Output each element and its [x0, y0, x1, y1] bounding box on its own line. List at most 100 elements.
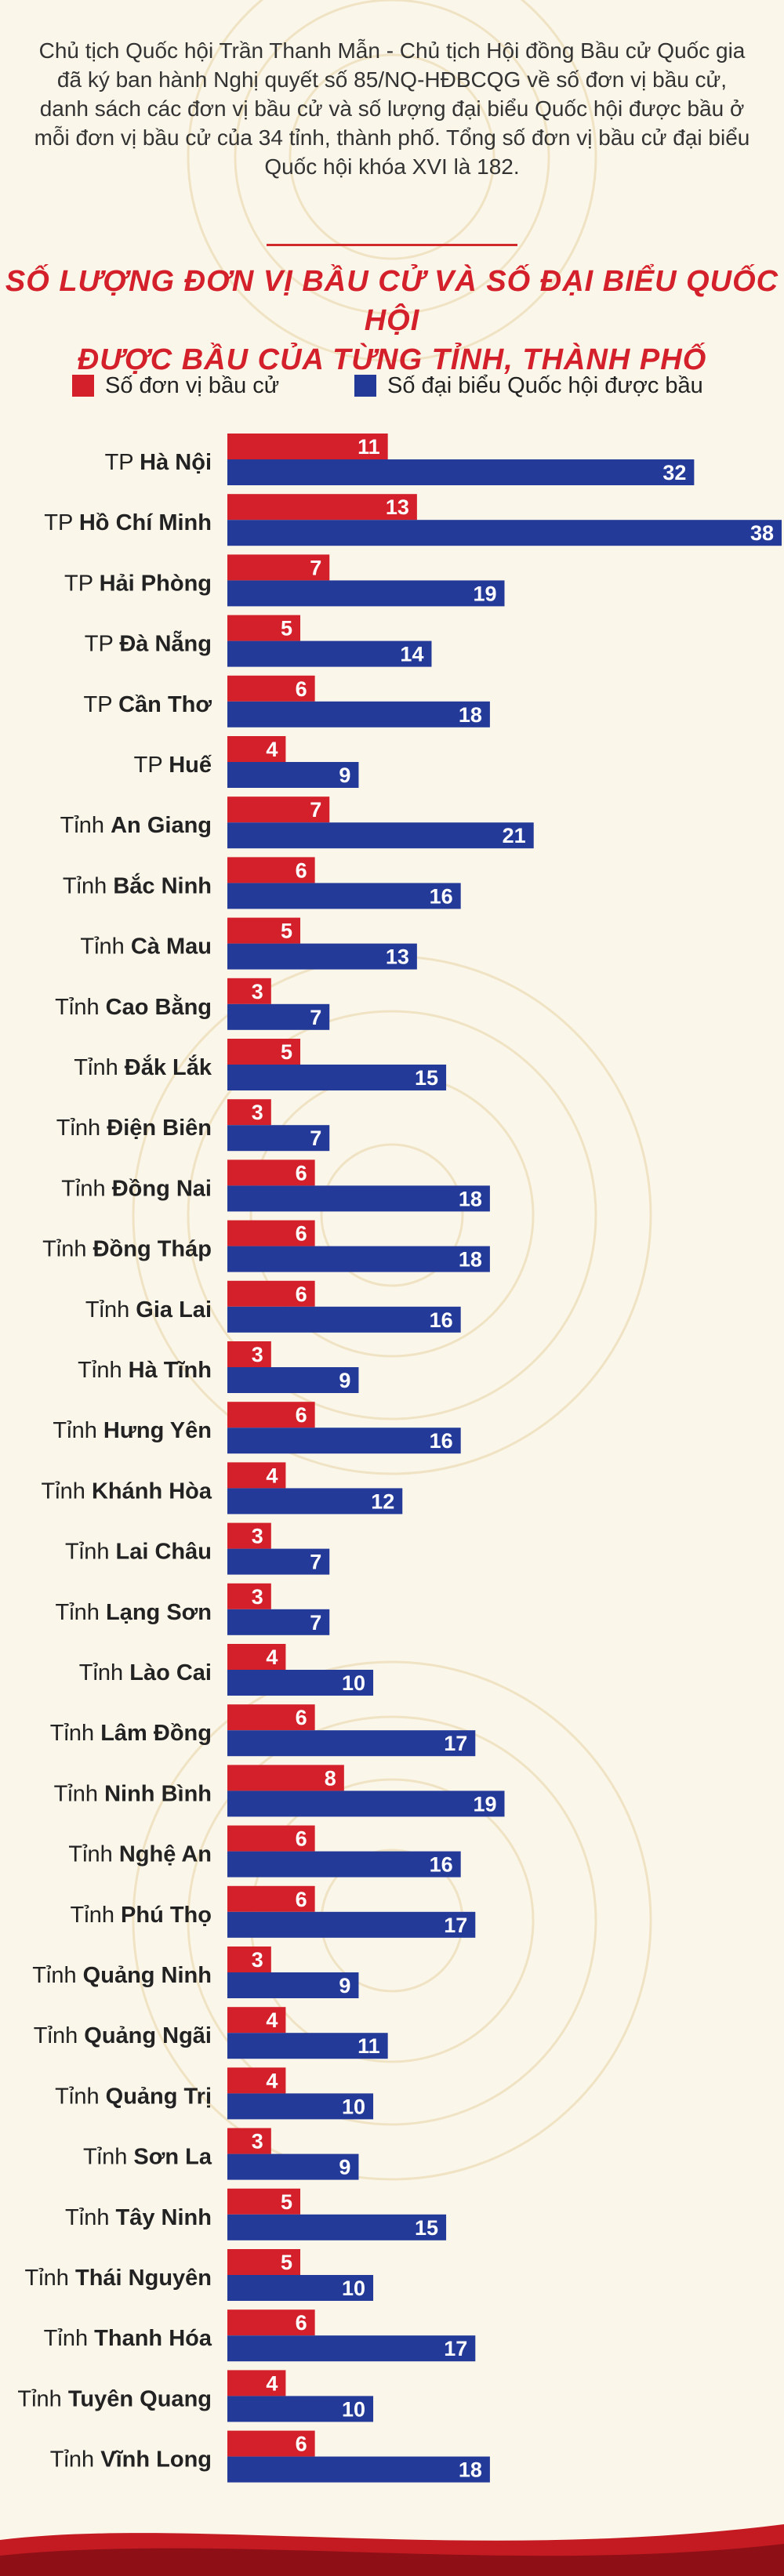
bar-delegates	[227, 1851, 461, 1878]
bar-units	[227, 615, 301, 641]
category-name: An Giang	[111, 813, 212, 838]
category-label: TP Đà Nẵng	[85, 630, 212, 657]
category-name: Cần Thơ	[118, 692, 212, 717]
bar-units	[227, 1220, 315, 1246]
bar-delegates-label: 9	[339, 1974, 350, 1997]
bar-delegates	[227, 1791, 505, 1817]
bar-delegates	[227, 1488, 403, 1515]
chart-title-line2: ĐƯỢC BẦU CỦA TỪNG TỈNH, THÀNH PHỐ	[77, 343, 707, 376]
category-name: Tây Ninh	[116, 2205, 212, 2230]
category-prefix: Tỉnh	[56, 1600, 106, 1625]
category-name: Hà Nội	[140, 450, 212, 475]
bar-delegates	[227, 1730, 476, 1757]
category-label: Tỉnh Nghệ An	[68, 1842, 212, 1867]
bar-units	[227, 1462, 286, 1489]
bar-delegates	[227, 2396, 374, 2422]
category-label: TP Hải Phòng	[64, 571, 212, 596]
category-prefix: Tỉnh	[79, 1660, 129, 1685]
category-name: Cà Mau	[131, 934, 212, 960]
bar-units-label: 5	[281, 920, 292, 943]
chart-title: SỐ LƯỢNG ĐƠN VỊ BẦU CỬ VÀ SỐ ĐẠI BIỂU QU…	[0, 262, 784, 379]
bar-units	[227, 1765, 344, 1791]
category-prefix: Tỉnh	[65, 1540, 115, 1565]
bar-delegates	[227, 580, 505, 607]
category-prefix: Tỉnh	[83, 2145, 133, 2170]
category-prefix: Tỉnh	[32, 1963, 82, 1988]
category-prefix: TP	[134, 753, 169, 778]
category-name: Hồ Chí Minh	[79, 510, 212, 535]
bar-delegates-label: 15	[415, 2216, 438, 2240]
bar-delegates	[227, 1003, 330, 1030]
bar-delegates-label: 16	[430, 1853, 453, 1877]
category-label: Tỉnh Lai Châu	[65, 1540, 212, 1565]
category-label: Tỉnh Phú Thọ	[71, 1903, 212, 1928]
category-label: Tỉnh Tuyên Quang	[17, 2386, 212, 2411]
category-prefix: Tỉnh	[61, 1176, 111, 1201]
category-label: TP Cần Thơ	[84, 692, 212, 717]
bar-units	[227, 2067, 286, 2094]
bar-units-label: 5	[281, 2251, 292, 2274]
bar-units	[227, 1402, 315, 1428]
bar-units-label: 4	[266, 1464, 278, 1487]
category-label: Tỉnh Cao Bằng	[55, 993, 212, 1020]
bar-units	[227, 1341, 271, 1367]
bar-units	[227, 554, 330, 581]
bar-delegates	[227, 2033, 388, 2059]
bar-delegates-label: 16	[430, 1429, 453, 1453]
bar-units-label: 4	[266, 2008, 278, 2032]
bar-delegates	[227, 2335, 476, 2362]
category-name: Quảng Ngãi	[84, 2023, 212, 2048]
bar-delegates-label: 10	[342, 2095, 365, 2118]
bar-delegates	[227, 1185, 490, 1212]
category-label: Tỉnh Lào Cai	[79, 1660, 212, 1685]
category-name: Thái Nguyên	[75, 2266, 212, 2291]
category-label: TP Hà Nội	[105, 450, 212, 475]
category-name: Điện Biên	[107, 1116, 212, 1141]
category-name: Thanh Hóa	[94, 2326, 212, 2351]
category-label: Tỉnh An Giang	[60, 813, 212, 838]
category-prefix: TP	[84, 692, 119, 717]
bar-delegates-label: 9	[339, 1369, 350, 1392]
category-label: Tỉnh Ninh Bình	[54, 1781, 212, 1806]
bar-delegates-label: 17	[444, 2337, 467, 2360]
category-prefix: Tỉnh	[71, 1903, 121, 1928]
bar-units-label: 5	[281, 2190, 292, 2214]
bar-units-label: 5	[281, 617, 292, 640]
bar-units-label: 7	[310, 798, 321, 822]
bar-units	[227, 2188, 301, 2215]
category-label: Tỉnh Thái Nguyên	[25, 2266, 212, 2291]
bar-delegates-label: 7	[310, 1551, 321, 1574]
category-name: Vĩnh Long	[100, 2447, 212, 2473]
category-prefix: Tỉnh	[74, 1055, 124, 1080]
category-label: Tỉnh Điện Biên	[56, 1116, 212, 1141]
bar-units	[227, 494, 417, 521]
category-prefix: Tỉnh	[50, 2447, 100, 2473]
category-name: Ninh Bình	[104, 1781, 212, 1806]
bar-delegates	[227, 1972, 359, 1998]
bar-delegates-label: 9	[339, 764, 350, 787]
bar-units	[227, 1159, 315, 1186]
category-prefix: Tỉnh	[55, 2084, 105, 2109]
category-name: Lai Châu	[116, 1540, 212, 1565]
category-prefix: Tỉnh	[60, 813, 111, 838]
bar-units	[227, 1825, 315, 1852]
category-prefix: Tỉnh	[41, 1478, 91, 1504]
category-label: Tỉnh Gia Lai	[85, 1297, 212, 1322]
category-name: Đồng Tháp	[93, 1237, 212, 1262]
bar-units-label: 6	[296, 2433, 307, 2456]
category-prefix: Tỉnh	[53, 1418, 103, 1443]
category-name: Bắc Ninh	[113, 872, 212, 898]
category-label: Tỉnh Tây Ninh	[65, 2205, 212, 2230]
bar-delegates	[227, 1125, 330, 1152]
bar-units-label: 3	[252, 1585, 263, 1609]
category-prefix: Tỉnh	[63, 873, 113, 898]
category-name: Đà Nẵng	[119, 630, 212, 657]
category-label: Tỉnh Đồng Tháp	[42, 1237, 212, 1262]
bar-delegates	[227, 2153, 359, 2180]
legend: Số đơn vị bầu cử Số đại biểu Quốc hội đư…	[72, 370, 778, 401]
bar-units	[227, 796, 330, 823]
category-name: Khánh Hòa	[92, 1478, 212, 1504]
bar-delegates-label: 10	[342, 2397, 365, 2421]
bar-units-label: 4	[266, 738, 278, 761]
